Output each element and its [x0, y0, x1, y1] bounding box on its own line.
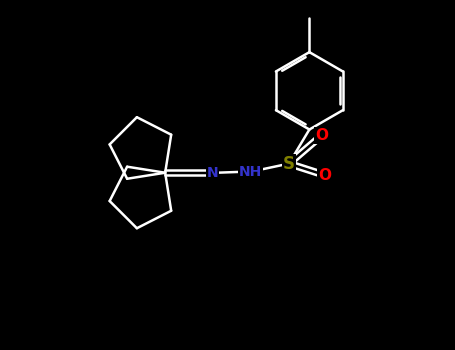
Text: NH: NH: [238, 165, 262, 179]
Text: O: O: [318, 168, 331, 182]
Text: O: O: [315, 128, 328, 143]
Text: S: S: [283, 155, 295, 173]
Text: N: N: [207, 166, 219, 180]
